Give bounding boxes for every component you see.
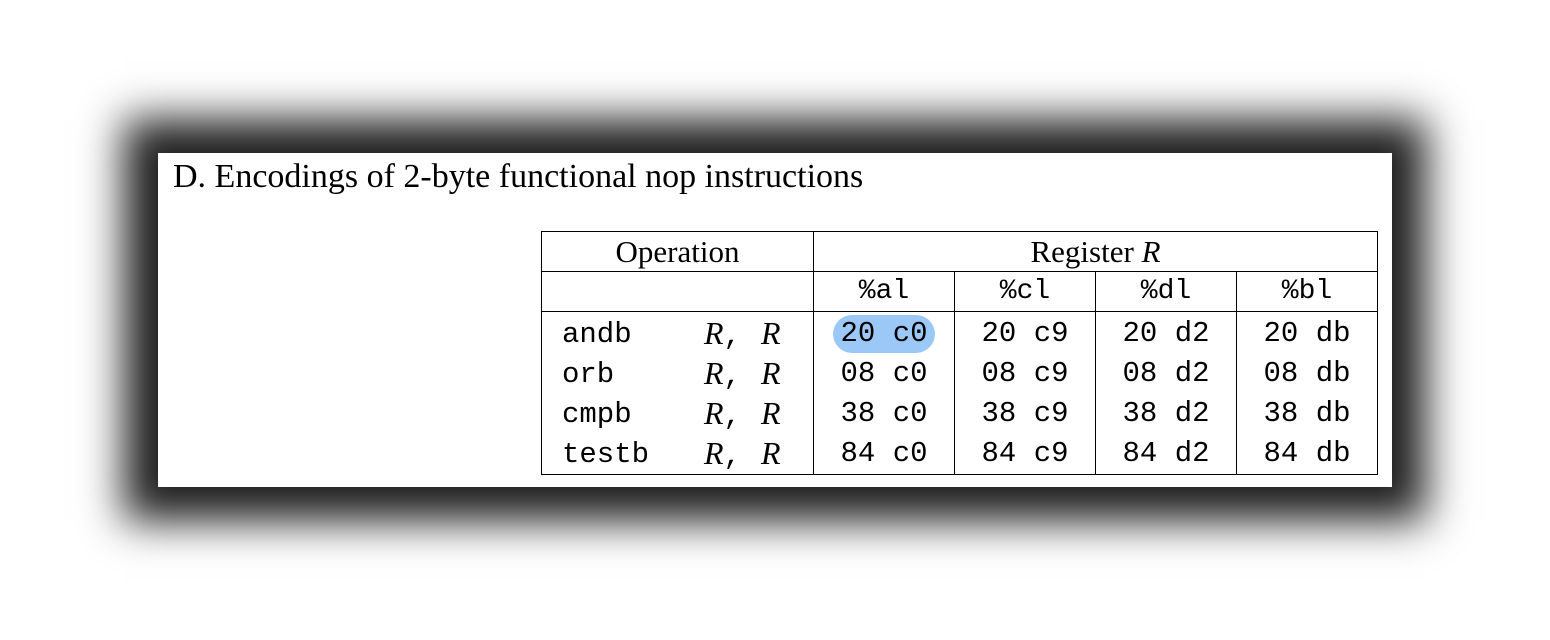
operation-cell: cmpb R, R xyxy=(541,394,814,434)
encoding-table: Operation Register R %al %cl %dl %bl and… xyxy=(541,231,1378,475)
register-header-label: Register xyxy=(1030,233,1142,269)
operand-2: R xyxy=(760,315,781,351)
register-col-cl: %cl xyxy=(954,271,1096,312)
encoding-cell: 84 db xyxy=(1237,434,1378,475)
operation-cell: andb R, R xyxy=(541,311,814,354)
encoding: 38 c9 xyxy=(981,397,1069,430)
operand-1: R xyxy=(704,435,724,471)
section-heading: D. Encodings of 2-byte functional nop in… xyxy=(173,158,864,195)
encoding: 38 db xyxy=(1263,397,1351,430)
encoding: 84 d2 xyxy=(1122,437,1210,470)
encoding: 84 c9 xyxy=(981,437,1069,470)
register-header: Register R xyxy=(813,231,1378,272)
encoding-cell: 20 d2 xyxy=(1095,311,1237,354)
operands: R, R xyxy=(704,315,781,353)
table-row: orb R, R 08 c0 08 c9 08 d2 08 db xyxy=(541,354,1378,394)
register-header-variable: R xyxy=(1141,233,1161,269)
encoding-cell: 38 c0 xyxy=(813,394,955,434)
encoding-cell: 38 db xyxy=(1237,394,1378,434)
encoding: 08 c9 xyxy=(981,357,1069,390)
encoding-cell: 08 db xyxy=(1237,354,1378,394)
operand-2: R xyxy=(760,435,781,471)
encoding-cell: 84 c9 xyxy=(954,434,1096,475)
encoding-cell: 08 c0 xyxy=(813,354,955,394)
operand-1: R xyxy=(704,315,724,351)
encoding: 08 d2 xyxy=(1122,357,1210,390)
register-col-al: %al xyxy=(813,271,955,312)
encoding-cell: 38 d2 xyxy=(1095,394,1237,434)
operands: R, R xyxy=(704,435,781,473)
encoding-cell: 38 c9 xyxy=(954,394,1096,434)
operation-subheader-blank xyxy=(541,271,814,312)
operand-1: R xyxy=(704,395,724,431)
operand-2: R xyxy=(760,355,781,391)
encoding-cell: 20 c9 xyxy=(954,311,1096,354)
mnemonic: orb xyxy=(562,358,615,391)
encoding: 20 db xyxy=(1263,317,1351,350)
operands: R, R xyxy=(704,395,781,433)
operand-separator: , xyxy=(723,320,741,353)
table-row: testb R, R 84 c0 84 c9 84 d2 84 db xyxy=(541,434,1378,475)
mnemonic: cmpb xyxy=(562,398,632,431)
encoding: 38 d2 xyxy=(1122,397,1210,430)
operation-cell: orb R, R xyxy=(541,354,814,394)
table-row: andb R, R 20 c0 20 c9 20 d2 20 db xyxy=(541,311,1378,355)
encoding: 84 c0 xyxy=(840,437,928,470)
encoding-cell: 84 c0 xyxy=(813,434,955,475)
operand-separator: , xyxy=(723,400,741,433)
operands: R, R xyxy=(704,355,781,393)
operand-separator: , xyxy=(723,360,741,393)
encoding: 08 db xyxy=(1263,357,1351,390)
encoding: 08 c0 xyxy=(840,357,928,390)
register-col-bl: %bl xyxy=(1236,271,1378,312)
encoding: 20 d2 xyxy=(1122,317,1210,350)
operand-separator: , xyxy=(723,440,741,473)
operation-cell: testb R, R xyxy=(541,434,814,475)
operand-1: R xyxy=(704,355,724,391)
encoding: 84 db xyxy=(1263,437,1351,470)
encoding-cell: 20 c0 xyxy=(813,311,955,354)
encoding-cell: 08 d2 xyxy=(1095,354,1237,394)
highlighted-encoding: 20 c0 xyxy=(833,315,935,353)
table-row: cmpb R, R 38 c0 38 c9 38 d2 38 db xyxy=(541,394,1378,434)
document-page: D. Encodings of 2-byte functional nop in… xyxy=(158,153,1392,487)
mnemonic: andb xyxy=(562,318,632,351)
operand-2: R xyxy=(760,395,781,431)
encoding: 38 c0 xyxy=(840,397,928,430)
operation-header: Operation xyxy=(541,231,814,272)
mnemonic: testb xyxy=(562,438,650,471)
register-col-dl: %dl xyxy=(1095,271,1237,312)
encoding-cell: 84 d2 xyxy=(1095,434,1237,475)
encoding-cell: 08 c9 xyxy=(954,354,1096,394)
encoding-cell: 20 db xyxy=(1237,312,1378,355)
encoding: 20 c9 xyxy=(981,317,1069,350)
